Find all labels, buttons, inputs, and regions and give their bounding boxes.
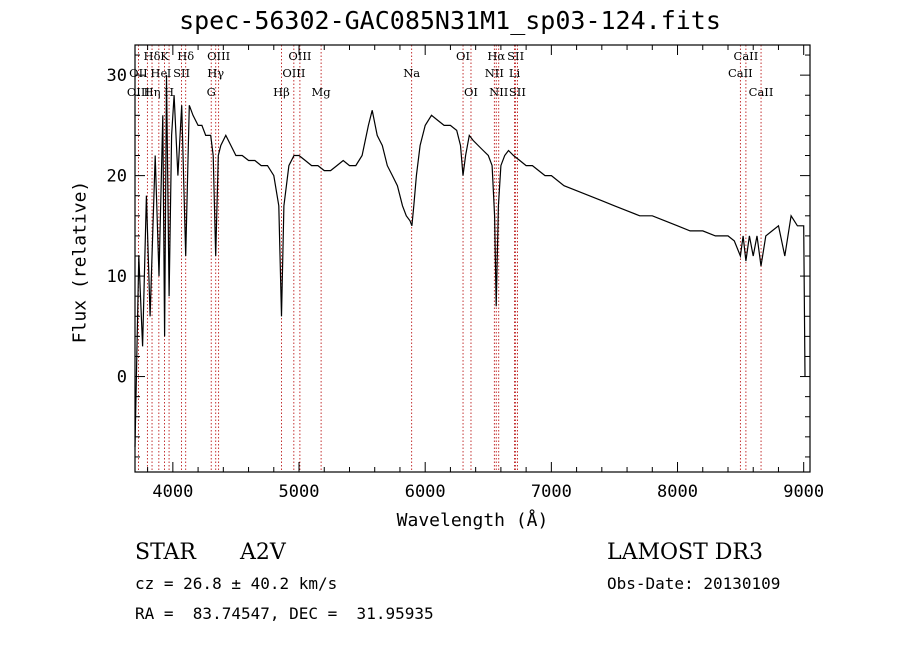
x-tick-label: 7000 (531, 482, 572, 502)
x-tick-label: 4000 (152, 482, 193, 502)
y-tick-label: 0 (117, 368, 127, 388)
spectral-line-label: Li (509, 66, 521, 80)
spectral-line-label: Hγ (207, 66, 224, 80)
y-tick-label: 30 (107, 66, 127, 86)
spectral-line-label: G (207, 85, 216, 99)
plot-frame (134, 44, 811, 473)
spectral-line-label: OIII (282, 66, 305, 80)
spectral-line-label: CaII (728, 66, 753, 80)
spectral-line-label: OIII (288, 49, 311, 63)
x-tick-label: 5000 (279, 482, 320, 502)
x-axis-label: Wavelength (Å) (396, 510, 549, 531)
spectral-line-label: CaII (749, 85, 774, 99)
x-tick-label: 8000 (657, 482, 698, 502)
observation-date: Obs-Date: 20130109 (607, 574, 781, 593)
y-tick-label: 20 (107, 167, 127, 187)
spectral-line-label: SII (173, 66, 190, 80)
spectral-line-label: K (160, 49, 169, 63)
spectral-line-label: He (150, 66, 167, 80)
spectral-line-label: OII (129, 66, 148, 80)
spectral-line-label: OIII (127, 85, 150, 99)
object-class: STAR (135, 540, 196, 565)
spectral-line-label: SII (507, 49, 524, 63)
spectral-line-label: Hη (144, 85, 161, 99)
y-tick-label: 10 (107, 267, 127, 287)
spectral-line-label: Hα (487, 49, 505, 63)
spectral-line-label: OI (456, 49, 470, 63)
spectral-line-label: Hδ (177, 49, 194, 63)
survey-name: LAMOST DR3 (607, 540, 763, 565)
spectral-line-label: I (167, 66, 172, 80)
spectral-line-label: CaII (734, 49, 759, 63)
axis-ticks-layer: 4000 5000 6000 7000 8000 9000 0 10 20 30 (107, 45, 824, 502)
spectral-line-label: H (164, 85, 174, 99)
y-axis-label: Flux (relative) (69, 180, 91, 344)
coordinates: RA = 83.74547, DEC = 31.95935 (135, 604, 434, 623)
spectral-line-label: OIII (207, 49, 230, 63)
spectral-line-label: NII (489, 85, 508, 99)
chart-title: spec-56302-GAC085N31M1_sp03-124.fits (179, 6, 721, 35)
line-markers-layer (138, 45, 762, 472)
x-tick-label: 9000 (783, 482, 824, 502)
redshift-velocity: cz = 26.8 ± 40.2 km/s (135, 574, 338, 593)
subclass: A2V (240, 540, 286, 565)
x-tick-label: 6000 (405, 482, 446, 502)
spectrum-line (134, 75, 806, 447)
spectral-line-label: SII (509, 85, 526, 99)
spectral-line-label: Hβ (273, 85, 290, 99)
spectral-line-label: Mg (312, 85, 332, 99)
spectral-line-label: OI (464, 85, 478, 99)
spectral-line-label: Na (403, 66, 420, 80)
spectral-line-label: Hδ (144, 49, 161, 63)
spectral-line-label: NII (485, 66, 504, 80)
